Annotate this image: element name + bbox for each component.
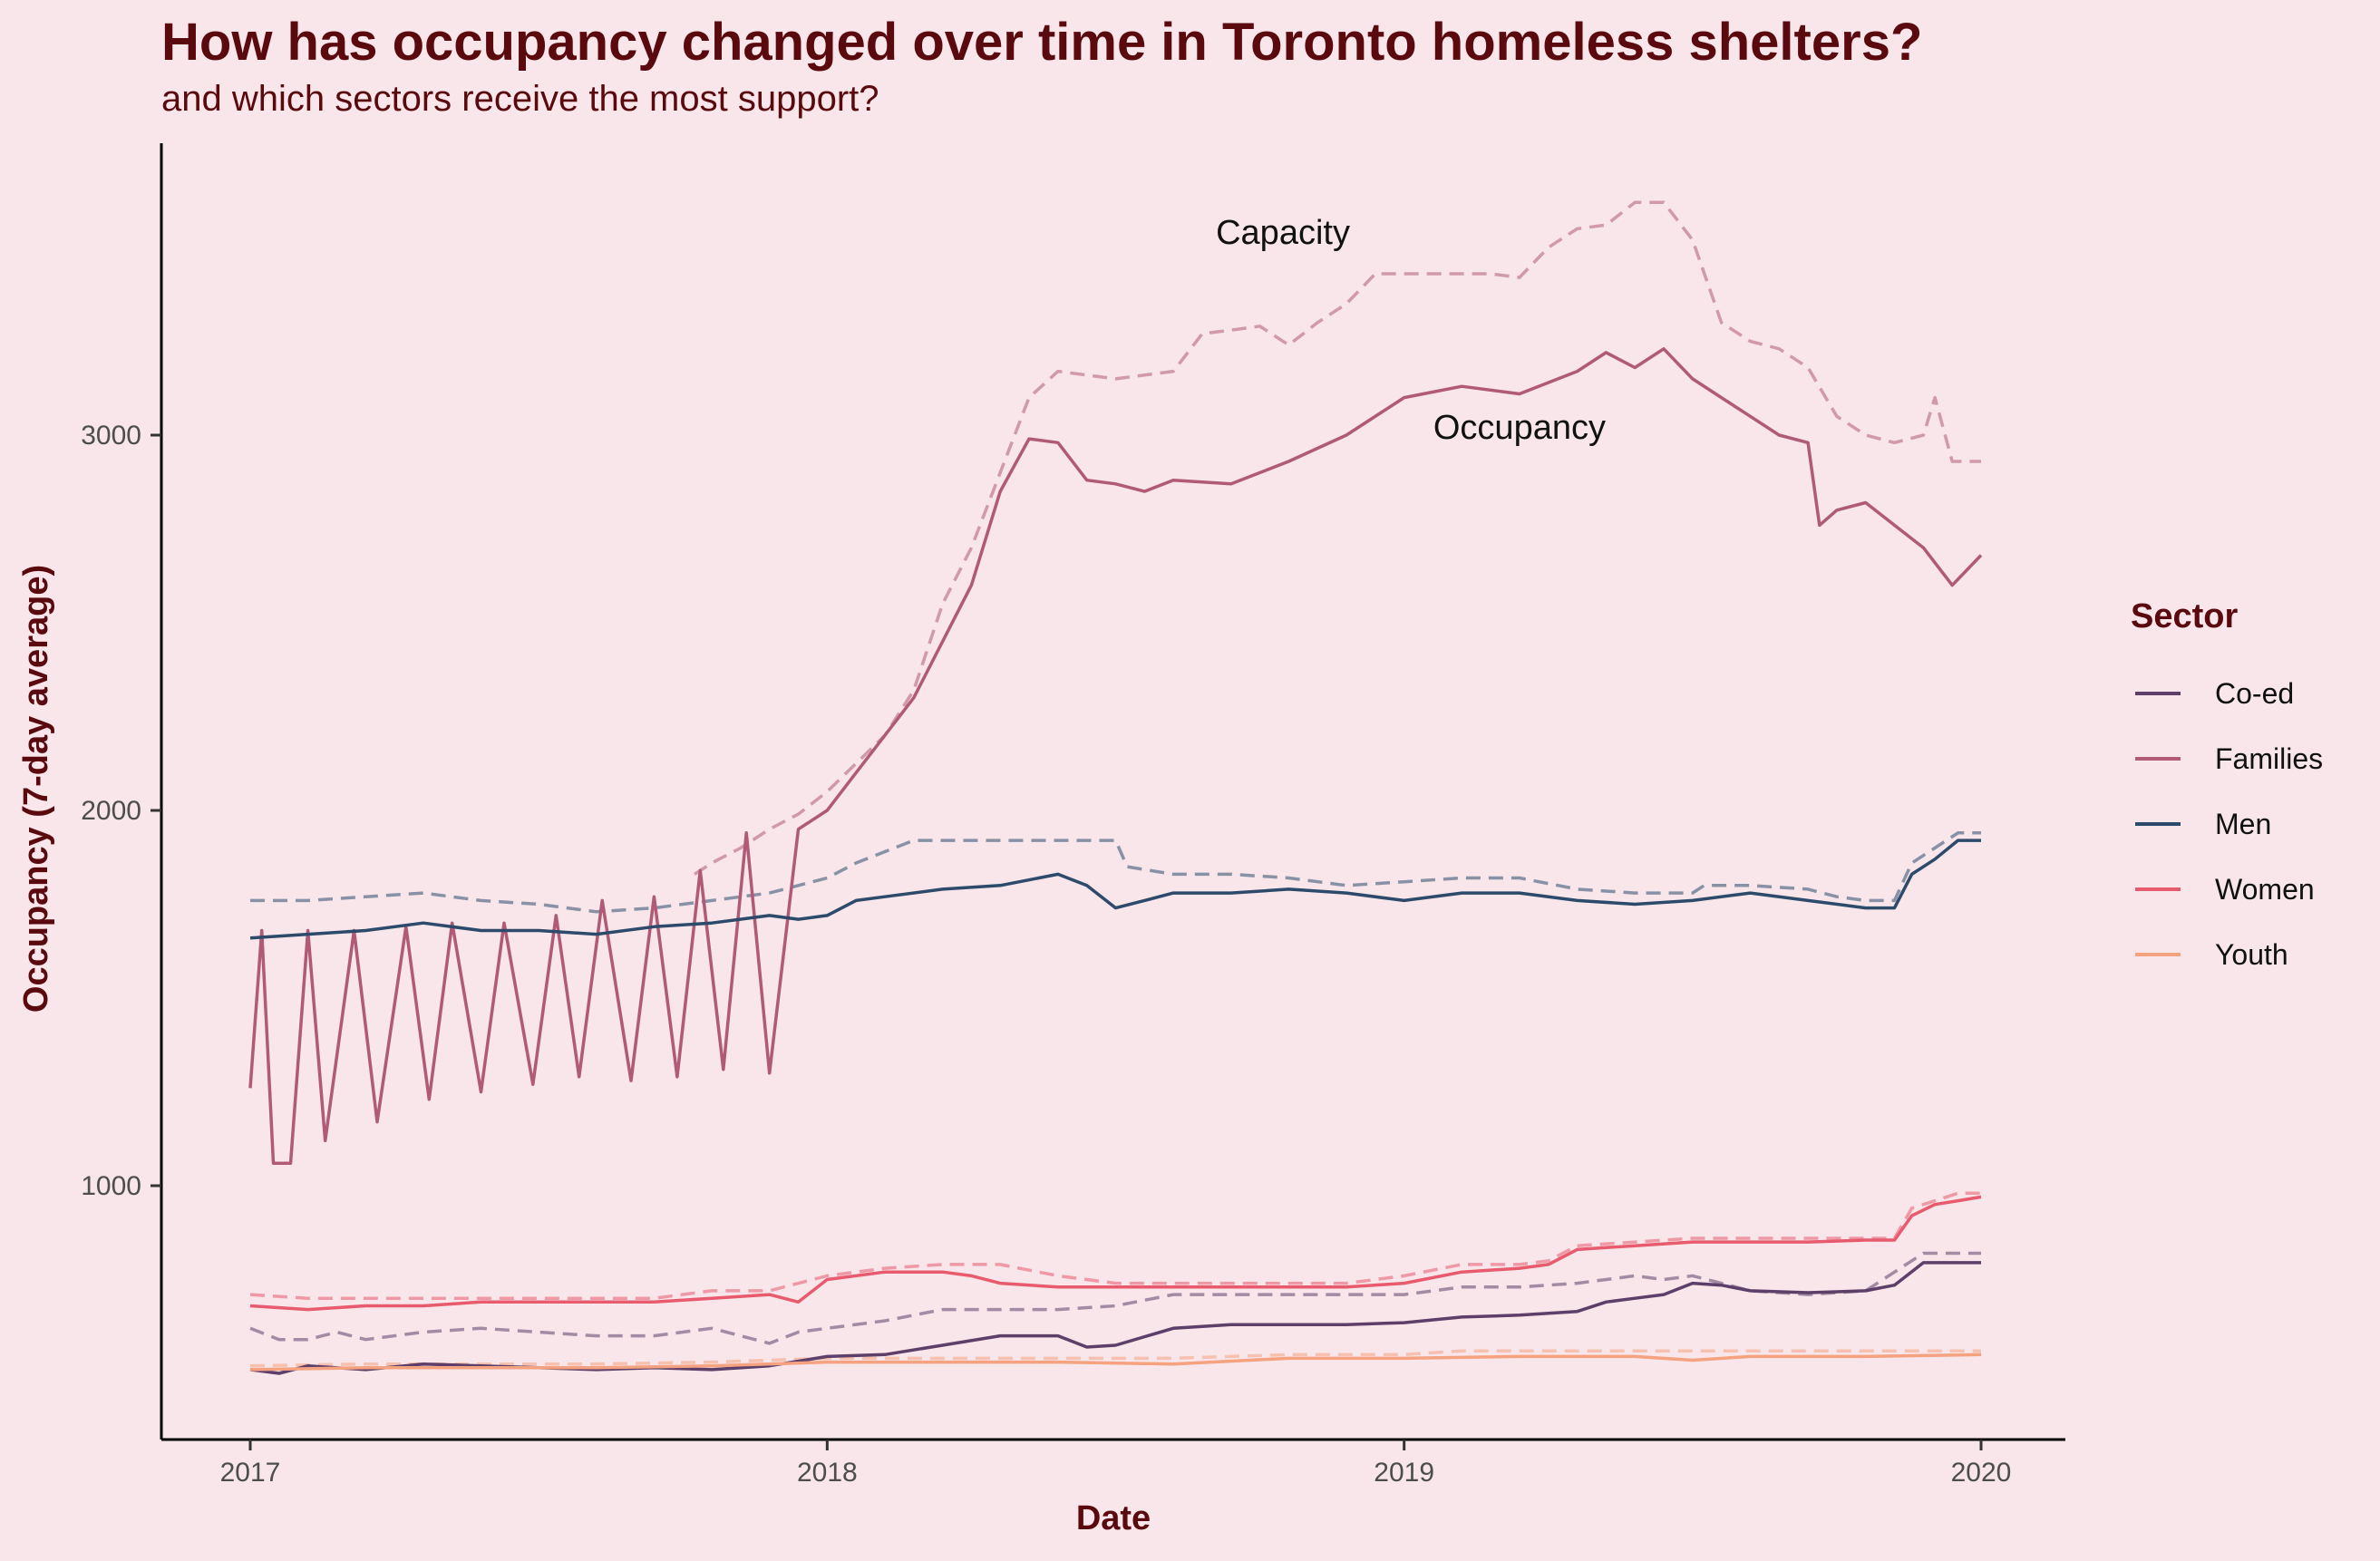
x-tick-label: 2017 — [220, 1458, 281, 1488]
occupancy-line-men — [249, 839, 1981, 940]
x-tick-label: 2019 — [1374, 1458, 1434, 1488]
legend: Sector Co-ed Families Men Women Youth — [2131, 597, 2323, 971]
annotation-occupancy: Occupancy — [1433, 409, 1606, 447]
legend-label-youth: Youth — [2215, 938, 2288, 971]
y-tick-label: 1000 — [81, 1171, 141, 1201]
capacity-line-men — [250, 831, 1981, 914]
legend-label-families: Families — [2215, 742, 2323, 775]
chart-title: How has occupancy changed over time in T… — [161, 13, 1922, 72]
legend-label-women: Women — [2215, 873, 2315, 906]
capacity-line-women — [249, 1191, 1981, 1300]
occupancy-line-youth — [249, 1353, 1982, 1372]
occupancy-line-women — [249, 1195, 1982, 1312]
annotation-capacity: Capacity — [1216, 214, 1350, 252]
y-ticks: 1000 2000 3000 — [81, 421, 161, 1201]
x-ticks: 2017 2018 2019 2020 — [220, 1440, 2012, 1488]
y-axis-title: Occupancy (7-day average) — [17, 565, 55, 1013]
occupancy-line-families — [248, 347, 1983, 1165]
chart-subtitle: and which sectors receive the most suppo… — [161, 79, 879, 119]
x-tick-label: 2020 — [1951, 1458, 2012, 1488]
capacity-line-co-ed — [249, 1251, 1981, 1345]
plot-series — [248, 200, 1983, 1375]
y-tick-label: 3000 — [81, 421, 141, 451]
y-tick-label: 2000 — [81, 796, 141, 826]
legend-label-men: Men — [2215, 808, 2271, 840]
capacity-line-youth — [249, 1349, 1981, 1368]
legend-title: Sector — [2131, 597, 2238, 635]
annotations: Capacity Occupancy — [1216, 214, 1606, 447]
legend-label-co-ed: Co-ed — [2215, 677, 2294, 710]
x-tick-label: 2018 — [797, 1458, 858, 1488]
x-axis-title: Date — [1076, 1499, 1151, 1537]
